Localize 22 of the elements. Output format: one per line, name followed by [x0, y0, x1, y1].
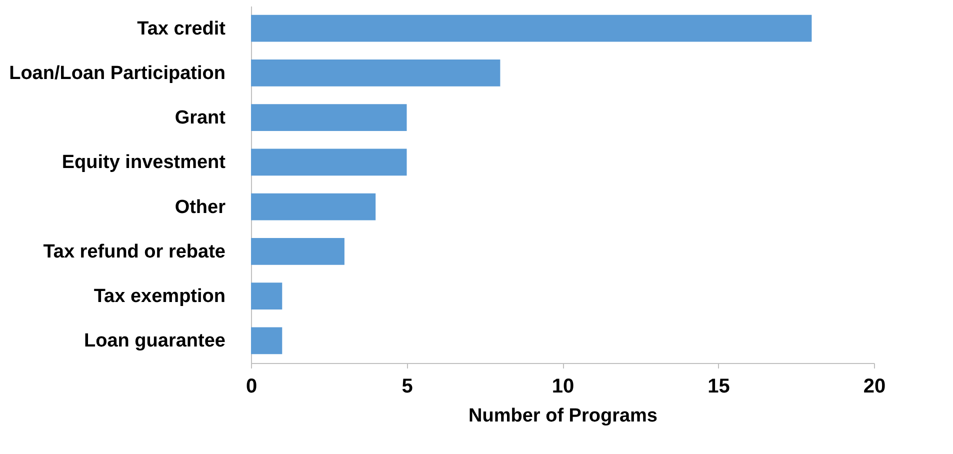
y-tick-label: Loan/Loan Participation	[9, 62, 226, 84]
x-tick-label: 15	[708, 376, 730, 398]
x-tick-label: 10	[552, 376, 574, 398]
bar	[251, 148, 407, 176]
bar	[251, 104, 407, 131]
bar	[251, 282, 282, 310]
bar	[251, 14, 812, 42]
x-tick-label: 0	[246, 376, 258, 398]
y-tick-label: Other	[174, 196, 226, 218]
x-tick-label: 5	[402, 376, 413, 398]
y-tick-label: Tax credit	[137, 18, 226, 40]
y-tick-label: Tax exemption	[94, 286, 226, 308]
y-tick-label: Grant	[174, 108, 226, 129]
x-tick-label: 20	[863, 376, 886, 398]
bar	[251, 327, 282, 354]
bar	[251, 60, 500, 86]
bar	[251, 193, 376, 220]
y-tick-label: Equity investment	[62, 152, 226, 174]
x-axis-title: Number of Programs	[468, 406, 658, 426]
y-tick-label: Tax refund or rebate	[43, 241, 226, 262]
bar	[251, 238, 344, 265]
y-tick-label: Loan guarantee	[84, 330, 226, 352]
